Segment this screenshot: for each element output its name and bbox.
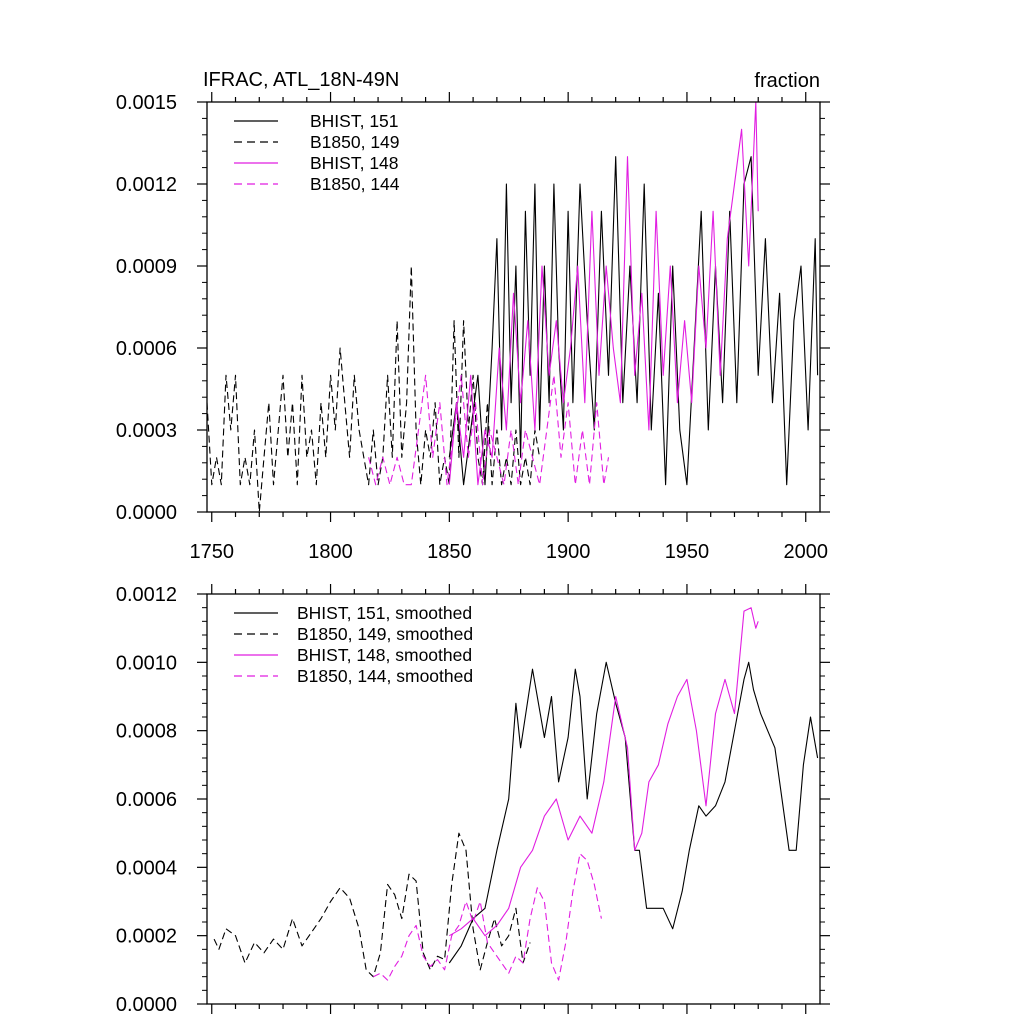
y-tick-label: 0.0012 bbox=[116, 174, 177, 196]
series-line-1-0 bbox=[448, 661, 819, 964]
x-tick-label: 1950 bbox=[665, 541, 710, 563]
y-tick-label: 0.0006 bbox=[116, 789, 177, 811]
y-tick-label: 0.0010 bbox=[116, 652, 177, 674]
plot-frame bbox=[206, 101, 821, 513]
y-tick-label: 0.0003 bbox=[116, 420, 177, 442]
y-tick-label: 0.0000 bbox=[116, 502, 177, 524]
y-tick-label: 0.0015 bbox=[116, 92, 177, 114]
legend-entry: BHIST, 148 bbox=[310, 153, 399, 173]
series-line-0-1 bbox=[206, 265, 541, 513]
y-tick-label: 0.0012 bbox=[116, 584, 177, 606]
top-panel: 1750 1800 1850 1900 1950 2000 0.0000 0.0003 0.00… bbox=[116, 69, 830, 563]
x-tick-label: 1850 bbox=[427, 541, 472, 563]
series-line-1-1 bbox=[213, 832, 531, 978]
series-line-1-2 bbox=[449, 607, 759, 937]
legend-entry: B1850, 149, smoothed bbox=[297, 624, 473, 644]
units-label: fraction bbox=[754, 70, 820, 92]
y-tick-label: 0.0008 bbox=[116, 721, 177, 743]
chart-title: IFRAC, ATL_18N-49N bbox=[203, 69, 399, 91]
legend-entry: B1850, 149 bbox=[310, 132, 400, 152]
x-tick-label: 1800 bbox=[308, 541, 353, 563]
series-line-0-2 bbox=[448, 101, 759, 486]
series-line-1-3 bbox=[373, 853, 602, 981]
legend-entry: B1850, 144 bbox=[310, 174, 400, 194]
x-tick-label: 1900 bbox=[546, 541, 591, 563]
x-tick-label: 1750 bbox=[190, 541, 235, 563]
legend-entry: B1850, 144, smoothed bbox=[297, 666, 473, 686]
y-tick-label: 0.0009 bbox=[116, 256, 177, 278]
legend-entry: BHIST, 148, smoothed bbox=[297, 645, 472, 665]
y-tick-label: 0.0000 bbox=[116, 994, 177, 1016]
bottom-panel: 0.0000 0.0002 0.0004 0.0006 0.0008 0.0010 0.00… bbox=[116, 584, 830, 1016]
legend-entry: BHIST, 151, smoothed bbox=[297, 603, 472, 623]
y-tick-label: 0.0006 bbox=[116, 338, 177, 360]
legend-entry: BHIST, 151 bbox=[310, 111, 399, 131]
y-tick-label: 0.0004 bbox=[116, 857, 177, 879]
y-tick-label: 0.0002 bbox=[116, 926, 177, 948]
x-tick-label: 2000 bbox=[783, 541, 828, 563]
series-line-0-3 bbox=[368, 374, 610, 486]
series-line-0-0 bbox=[448, 156, 819, 486]
